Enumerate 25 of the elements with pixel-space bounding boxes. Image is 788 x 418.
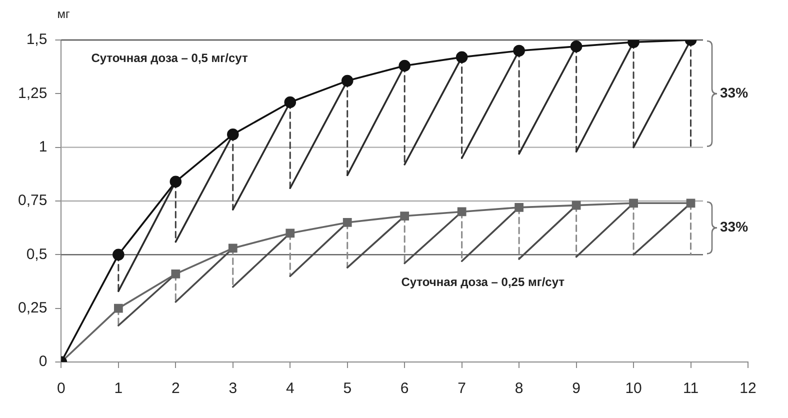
y-tick-label: 1,5	[26, 31, 48, 48]
annotation: Суточная доза – 0,25 мг/сут	[401, 275, 565, 289]
x-tick-label: 1	[114, 380, 123, 398]
y-tick-label: 0,75	[18, 192, 48, 210]
x-tick-label: 3	[228, 380, 238, 398]
x-tick-label: 0	[57, 380, 66, 398]
y-tick-label: 0,25	[18, 299, 48, 316]
x-tick-label: 6	[400, 380, 409, 398]
x-tick-label: 5	[343, 380, 352, 398]
x-tick-label: 10	[625, 380, 642, 398]
annotation: Суточная доза – 0,5 мг/сут	[91, 51, 248, 65]
y-tick-label: 1,25	[18, 84, 48, 102]
x-tick-label: 4	[286, 380, 294, 398]
x-tick-label: 12	[740, 380, 756, 398]
x-tick-label: 11	[682, 380, 699, 398]
annotation: 33%	[720, 84, 749, 101]
x-tick-label: 9	[572, 380, 580, 398]
y-tick-label: 0,5	[26, 246, 48, 263]
annotation: 33%	[720, 218, 749, 235]
y-axis-title: мг	[57, 7, 70, 21]
y-tick-label: 1	[38, 138, 48, 156]
x-tick-label: 7	[458, 380, 466, 398]
x-tick-label: 2	[171, 380, 180, 398]
y-tick-label: 0	[38, 353, 48, 370]
x-tick-label: 8	[514, 380, 524, 398]
